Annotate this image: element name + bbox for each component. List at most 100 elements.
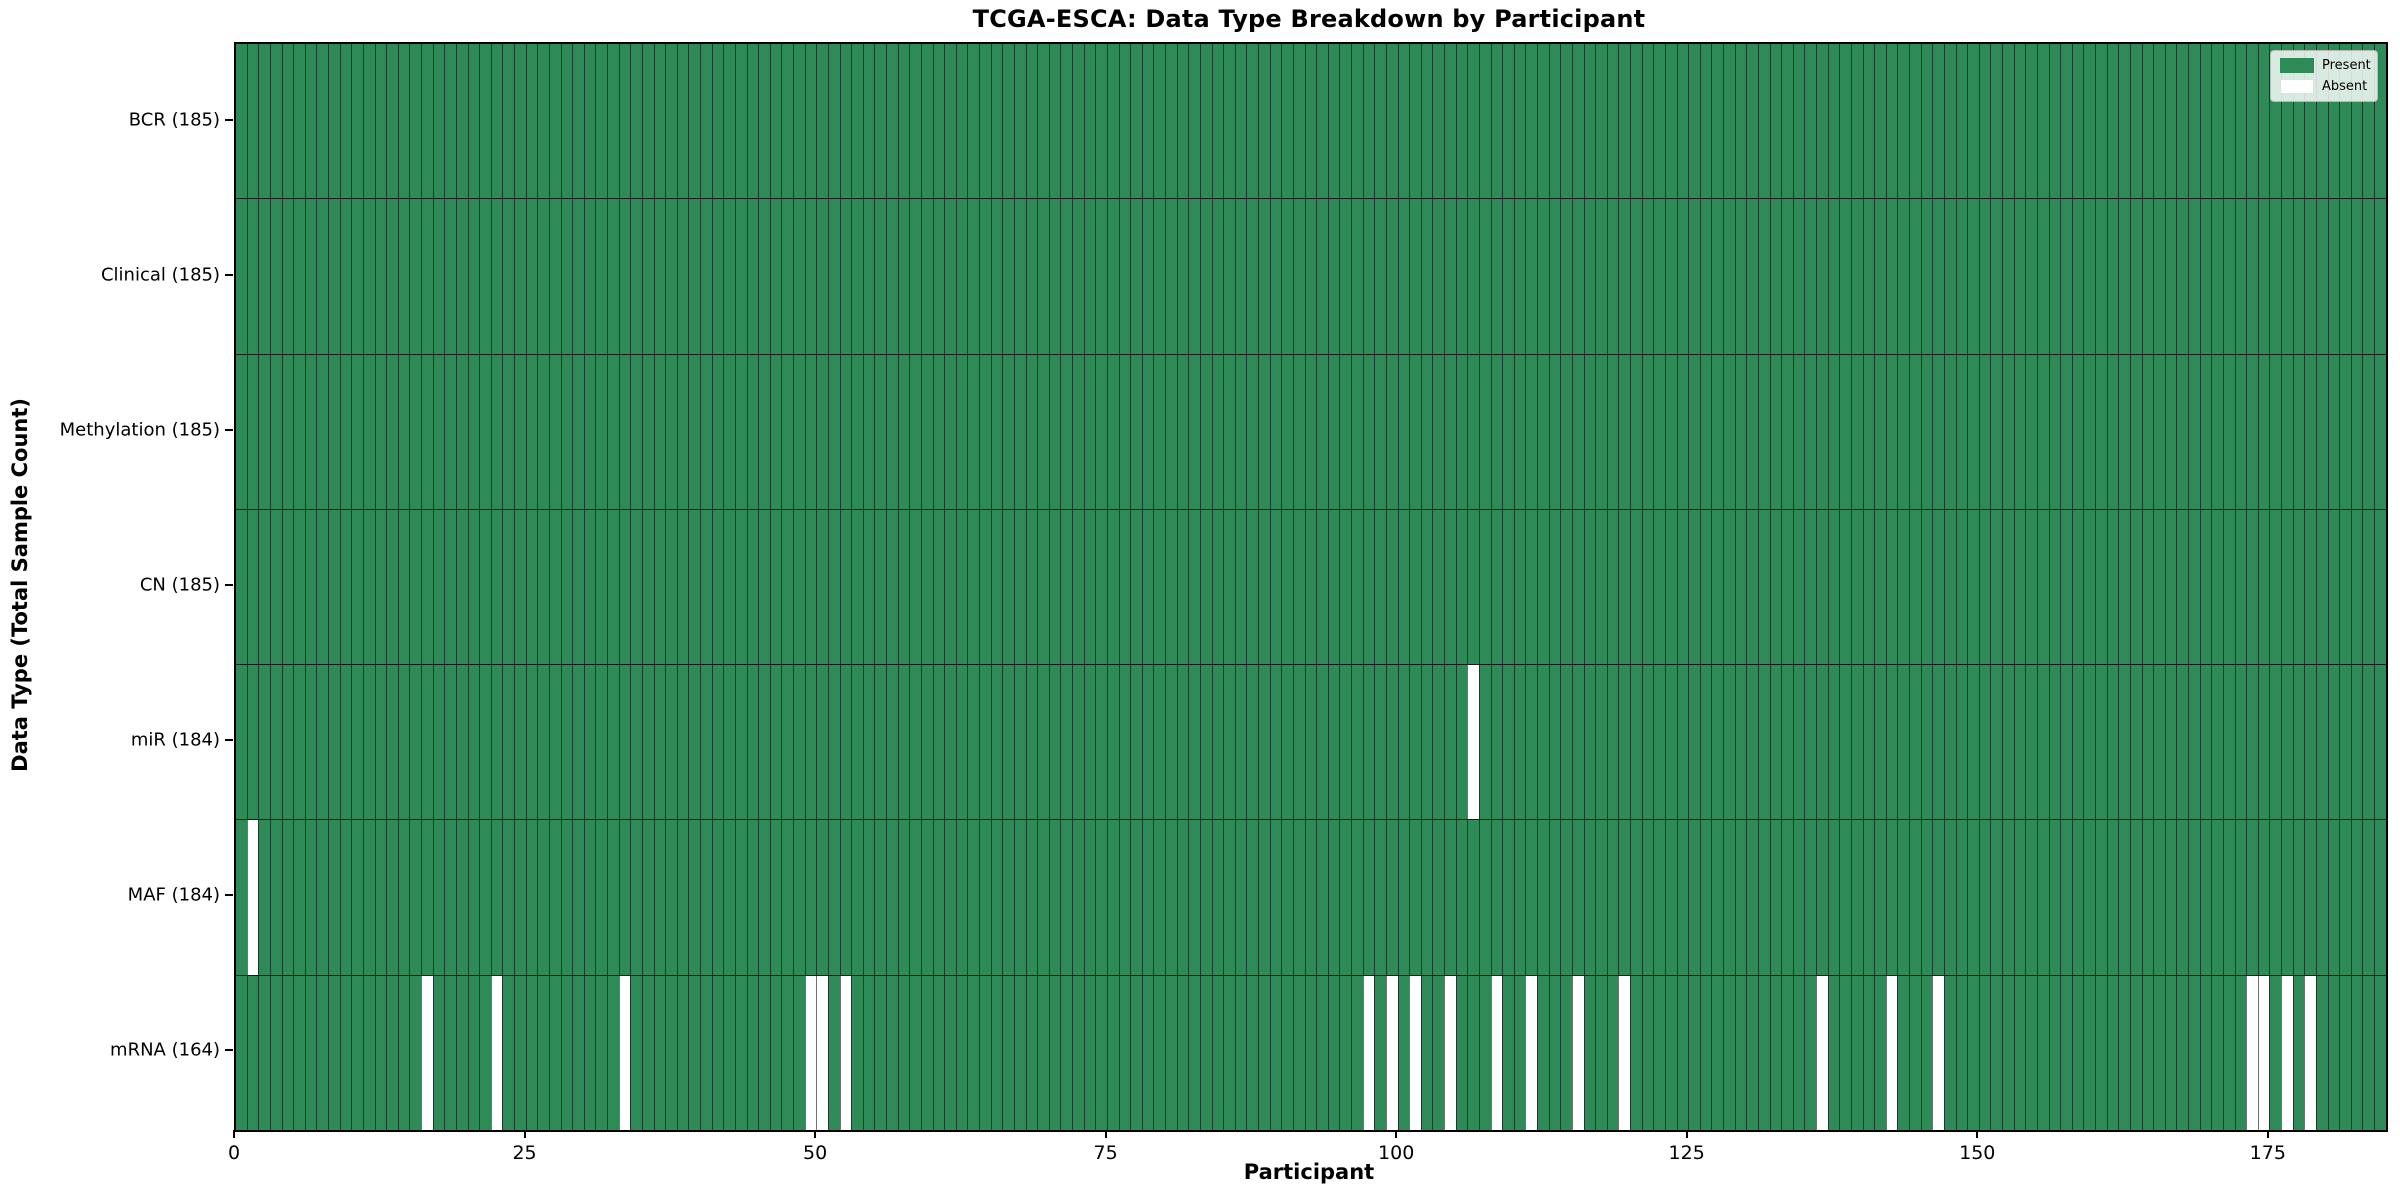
heatmap-cell <box>1211 354 1224 509</box>
heatmap-cell <box>1258 975 1270 1130</box>
heatmap-cell <box>1316 509 1328 665</box>
heatmap-cell <box>2083 354 2095 509</box>
heatmap-cell <box>1130 354 1142 509</box>
heatmap-cell <box>1676 665 1689 820</box>
heatmap-cell <box>595 509 607 665</box>
heatmap-cell <box>1362 44 1375 199</box>
heatmap-cell <box>560 354 573 509</box>
heatmap-cell <box>700 44 712 199</box>
heatmap-cell <box>781 975 793 1130</box>
heatmap-cell <box>479 665 491 820</box>
heatmap-cell <box>1595 975 1607 1130</box>
heatmap-cell <box>1560 44 1572 199</box>
heatmap-cell <box>351 975 363 1130</box>
heatmap-cell <box>2362 509 2374 665</box>
heatmap-row-miR <box>236 664 2386 820</box>
heatmap-cell <box>1258 199 1270 354</box>
heatmap-cell <box>2222 44 2235 199</box>
heatmap-cell <box>1955 199 1968 354</box>
heatmap-cell <box>851 975 863 1130</box>
heatmap-cell <box>2315 509 2328 665</box>
heatmap-cell <box>874 199 886 354</box>
heatmap-cell <box>1002 44 1014 199</box>
heatmap-cell <box>955 665 968 820</box>
heatmap-cell <box>944 820 956 975</box>
heatmap-cell <box>1502 199 1514 354</box>
heatmap-cell <box>1746 44 1758 199</box>
heatmap-cell <box>351 665 363 820</box>
heatmap-cell <box>1746 975 1758 1130</box>
heatmap-cell <box>676 975 689 1130</box>
heatmap-cell <box>560 820 573 975</box>
heatmap-cell <box>1478 665 1491 820</box>
heatmap-cell <box>548 975 561 1130</box>
heatmap-cell <box>1757 820 1770 975</box>
heatmap-cell <box>827 354 840 509</box>
heatmap-cell <box>1153 354 1165 509</box>
heatmap-cell <box>979 199 991 354</box>
heatmap-cell <box>1490 44 1503 199</box>
heatmap-cell <box>1478 44 1491 199</box>
heatmap-cell <box>1351 199 1363 354</box>
heatmap-cell <box>548 820 561 975</box>
heatmap-cell <box>1467 354 1479 509</box>
heatmap-cell <box>2339 975 2351 1130</box>
heatmap-cell <box>2176 44 2188 199</box>
heatmap-cell <box>1269 820 1282 975</box>
heatmap-cell <box>746 665 759 820</box>
heatmap-cell <box>607 820 619 975</box>
heatmap-cell <box>1327 509 1340 665</box>
heatmap-cell <box>2281 665 2293 820</box>
heatmap-cell <box>2362 354 2374 509</box>
heatmap-cell <box>1769 509 1782 665</box>
heatmap-cell <box>1095 199 1107 354</box>
heatmap-cell <box>1490 820 1503 975</box>
heatmap-cell <box>1258 354 1270 509</box>
heatmap-cell <box>386 975 398 1130</box>
heatmap-cell <box>1432 820 1444 975</box>
heatmap-cell <box>1699 44 1712 199</box>
heatmap-cell <box>2257 354 2270 509</box>
heatmap-cell <box>2292 199 2305 354</box>
heatmap-cell <box>1211 665 1224 820</box>
heatmap-cell <box>711 820 724 975</box>
heatmap-cell <box>316 44 328 199</box>
heatmap-cell <box>1641 199 1654 354</box>
heatmap-cell <box>1455 44 1468 199</box>
heatmap-cell <box>236 509 247 665</box>
heatmap-cell <box>444 975 456 1130</box>
heatmap-cell <box>839 354 852 509</box>
heatmap-cell <box>1583 199 1596 354</box>
heatmap-cell <box>1118 354 1131 509</box>
heatmap-cell <box>2222 199 2235 354</box>
heatmap-cell <box>1862 665 1875 820</box>
heatmap-cell <box>2304 665 2316 820</box>
heatmap-cell <box>1409 44 1421 199</box>
heatmap-cell <box>1723 199 1735 354</box>
heatmap-cell <box>1769 820 1782 975</box>
heatmap-cell <box>514 509 526 665</box>
heatmap-cell <box>2350 820 2363 975</box>
heatmap-cell <box>2129 820 2142 975</box>
heatmap-cell <box>1037 665 1049 820</box>
heatmap-cell <box>2339 665 2351 820</box>
heatmap-cell <box>1060 665 1072 820</box>
heatmap-cell <box>1048 199 1061 354</box>
heatmap-cell <box>525 975 538 1130</box>
heatmap-cell <box>2304 509 2316 665</box>
heatmap-cell <box>2013 820 2026 975</box>
heatmap-cell <box>583 975 596 1130</box>
heatmap-cell <box>2315 820 2328 975</box>
heatmap-cell <box>386 199 398 354</box>
heatmap-cell <box>362 975 375 1130</box>
heatmap-cell <box>700 199 712 354</box>
heatmap-cell <box>1072 354 1084 509</box>
heatmap-cell <box>1072 44 1084 199</box>
heatmap-cell <box>2002 820 2014 975</box>
heatmap-cell <box>1385 820 1398 975</box>
heatmap-cell <box>397 199 410 354</box>
legend-entry-present: Present <box>2280 58 2371 73</box>
heatmap-cell <box>409 509 421 665</box>
heatmap-cell <box>1827 354 1840 509</box>
heatmap-cell <box>490 44 503 199</box>
